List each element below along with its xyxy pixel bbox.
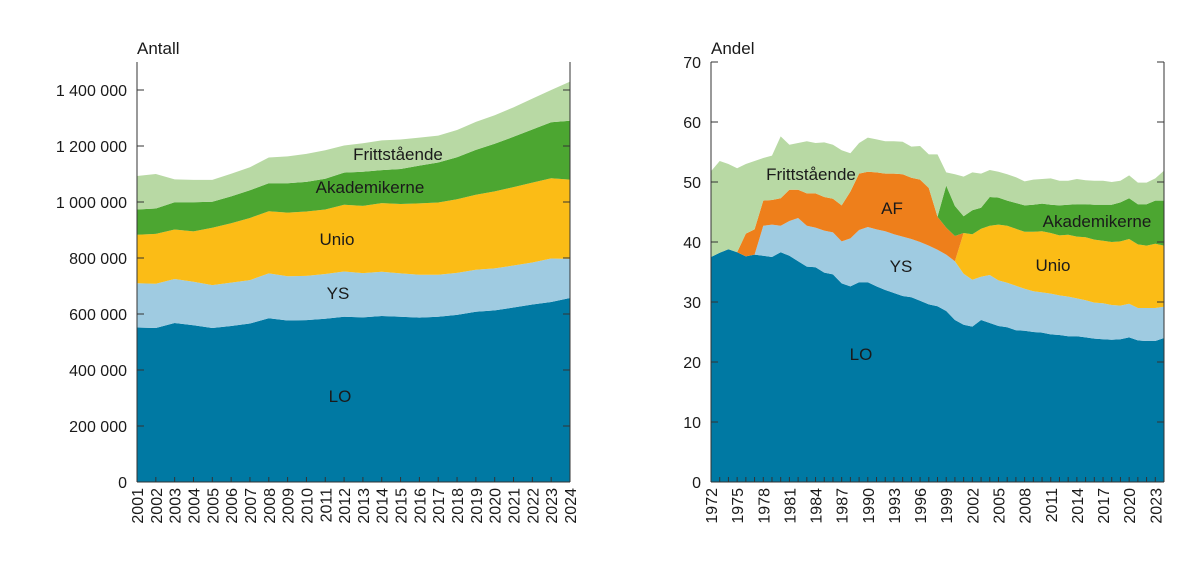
right-label-lo: LO [850,345,873,364]
right-x-tick-label: 2014 [1070,488,1087,524]
right-area-unio [711,218,1164,308]
right-label-af: AF [881,199,903,218]
left-area-unio [137,178,570,286]
left-x-tick-label: 2011 [318,488,335,523]
left-x-tick-label: 2008 [262,488,279,524]
right-x-tick-label: 1975 [730,488,747,524]
right-y-tick-label: 20 [683,355,701,372]
left-area-layers [137,81,570,482]
left-label-lo: LO [329,387,352,406]
right-y-axis-title: Andel [711,39,754,58]
left-x-tick-label: 2004 [186,488,203,524]
right-x-tick-label: 1999 [939,488,956,524]
right-x-tick-label: 2017 [1096,488,1113,524]
left-label-akademikerne: Akademikerne [316,178,425,197]
left-y-tick-label: 200 000 [69,419,127,436]
left-x-tick-label: 2022 [525,488,542,524]
right-axes: 0 10 20 30 40 50 60 70 1972 1975 1978 1981 1984 1987 1… [683,55,1165,524]
left-y-tick-label: 1 400 000 [56,83,127,100]
right-y-tick-label: 50 [683,175,701,192]
left-area-akademikerne [137,120,570,235]
left-x-tick-label: 2006 [224,488,241,524]
right-label-unio: Unio [1036,256,1071,275]
right-x-tick-label: 2008 [1018,488,1035,524]
left-area-frittstaende [137,81,570,210]
left-y-axis-title: Antall [137,39,180,58]
left-y-tick-label: 400 000 [69,363,127,380]
right-label-ys: YS [890,257,913,276]
right-x-tick-label: 1981 [782,488,799,524]
right-label-akademikerne: Akademikerne [1043,212,1152,231]
left-area-lo [137,298,570,482]
left-x-tick-label: 2015 [394,488,411,524]
right-label-frittstaende: Frittstående [766,165,856,184]
left-chart: 0 200 000 400 000 600 000 800 000 1 000 000 1 … [56,39,580,524]
right-y-tick-label: 30 [683,295,701,312]
left-x-tick-label: 2005 [205,488,222,524]
left-x-tick-label: 2010 [299,488,316,524]
right-x-tick-label: 1987 [835,488,852,524]
left-y-tick-label: 1 000 000 [56,195,127,212]
left-y-tick-label: 0 [118,475,127,492]
left-x-tick-label: 2017 [431,488,448,524]
left-label-frittstaende: Frittstående [353,145,443,164]
right-area-ys [711,218,1164,341]
right-x-tick-label: 2005 [991,488,1008,524]
left-x-tick-label: 2009 [281,488,298,524]
left-x-tick-label: 2018 [450,488,467,524]
right-x-tick-label: 1984 [809,488,826,524]
left-y-tick-label: 600 000 [69,307,127,324]
right-y-tick-label: 0 [692,475,701,492]
left-y-tick-label: 1 200 000 [56,139,127,156]
left-x-tick-label: 2023 [544,488,561,524]
right-y-tick-label: 70 [683,55,701,72]
right-area-akademikerne [711,171,1164,257]
left-x-tick-label: 2021 [507,488,524,524]
left-area-ys [137,258,570,328]
right-y-tick-label: 10 [683,415,701,432]
right-y-tick-label: 60 [683,115,701,132]
left-x-tick-label: 2016 [412,488,429,524]
left-x-tick-label: 2012 [337,488,354,524]
left-x-tick-label: 2019 [469,488,486,524]
left-label-ys: YS [327,284,350,303]
left-x-tick-label: 2024 [563,488,580,524]
right-x-tick-label: 2002 [965,488,982,524]
left-x-tick-label: 2002 [149,488,166,524]
right-x-tick-label: 1993 [887,488,904,524]
right-x-tick-label: 2011 [1044,488,1061,523]
right-x-tick-label: 1972 [704,488,721,524]
right-y-tick-label: 40 [683,235,701,252]
left-x-tick-label: 2003 [168,488,185,524]
left-axes: 0 200 000 400 000 600 000 800 000 1 000 000 1 … [56,62,580,524]
right-area-lo [711,249,1164,482]
left-y-tick-label: 800 000 [69,251,127,268]
right-x-tick-label: 2020 [1122,488,1139,524]
left-x-tick-label: 2014 [375,488,392,524]
left-x-tick-label: 2001 [130,488,147,524]
right-chart: 0 10 20 30 40 50 60 70 1972 1975 1978 1981 1984 1987 1… [683,39,1165,524]
right-area-af [711,171,1164,262]
left-x-tick-label: 2013 [356,488,373,524]
left-x-tick-label: 2007 [243,488,260,524]
left-label-unio: Unio [320,230,355,249]
right-area-frittstaende [711,136,1164,257]
right-x-tick-label: 2023 [1148,488,1165,524]
right-x-tick-label: 1990 [861,488,878,524]
left-x-tick-label: 2020 [488,488,505,524]
right-x-tick-label: 1978 [756,488,773,524]
right-area-layers [711,136,1164,482]
right-x-tick-label: 1996 [913,488,930,524]
